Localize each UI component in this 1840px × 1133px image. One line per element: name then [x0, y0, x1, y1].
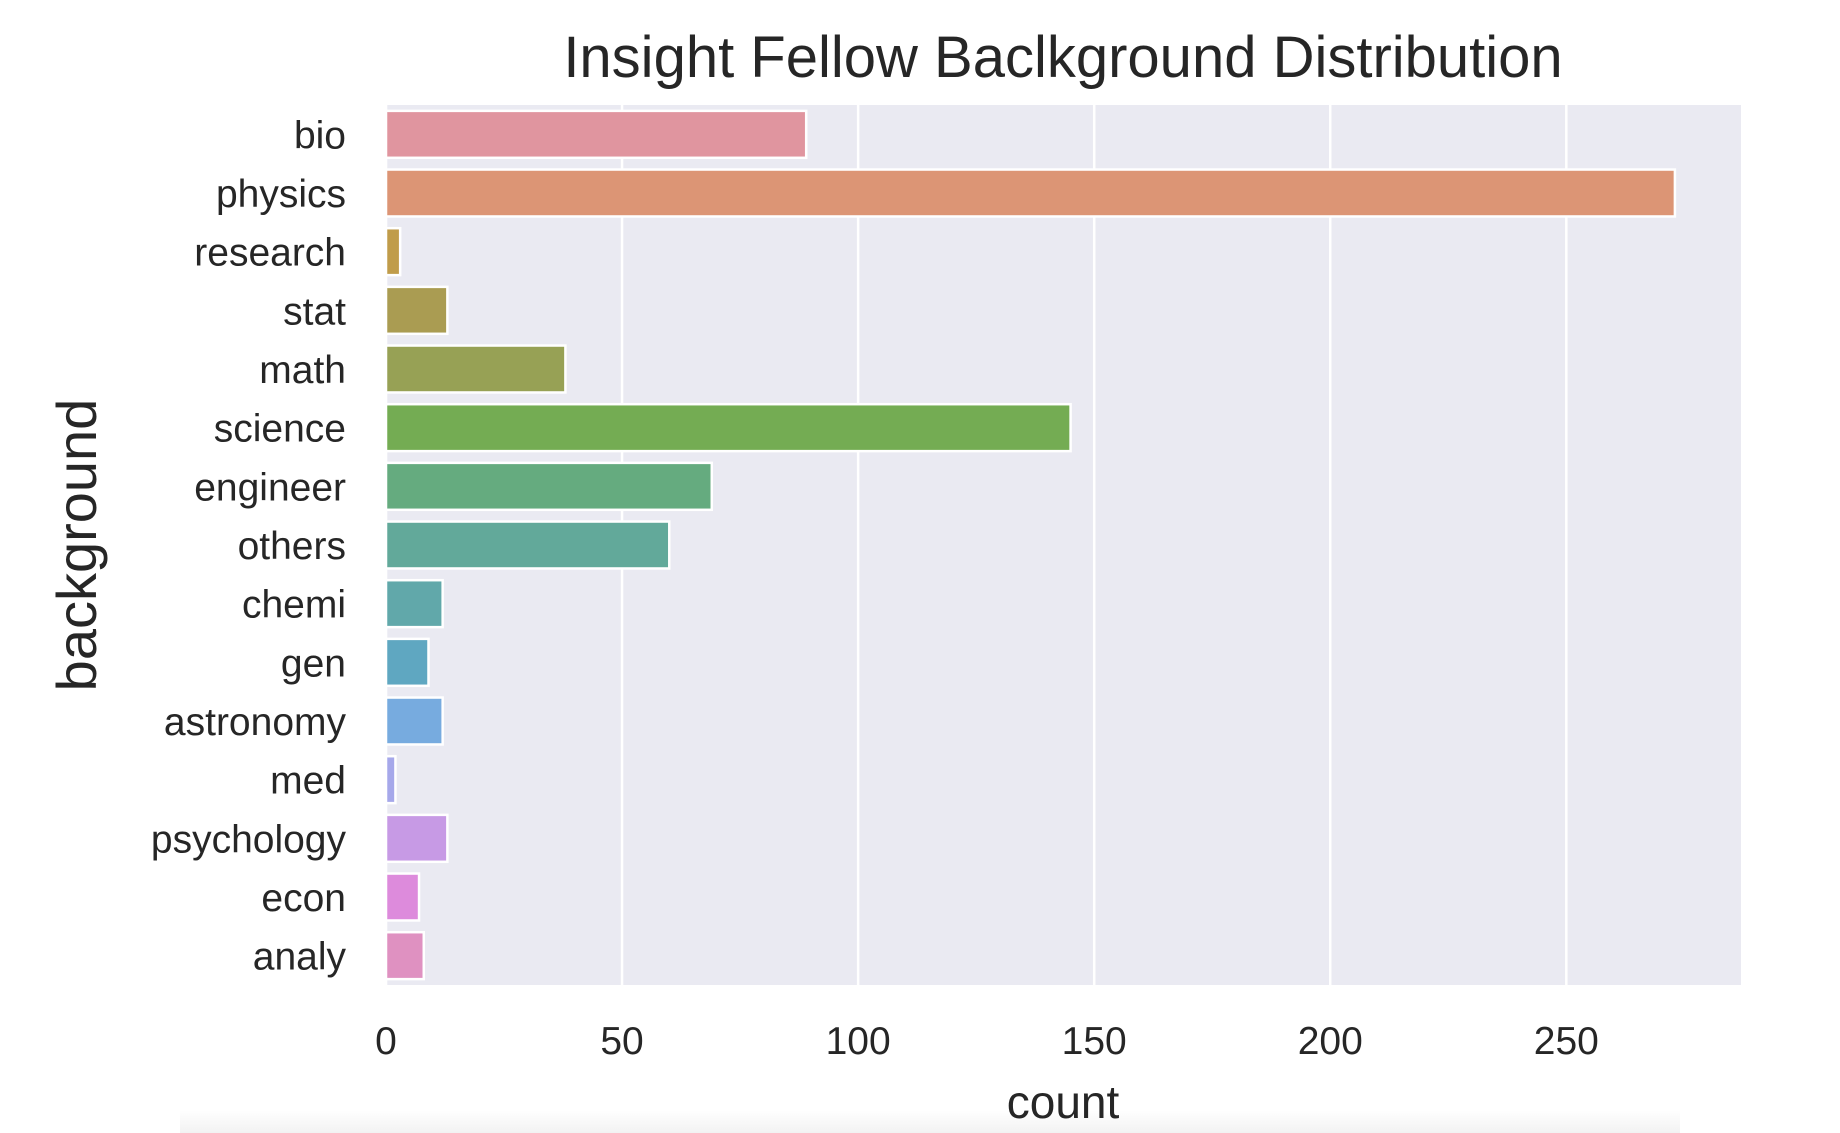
x-tick-label: 0 — [375, 1020, 397, 1063]
bar-engineer — [384, 461, 714, 512]
x-axis-label: count — [1007, 1076, 1120, 1128]
bar-analy — [384, 930, 426, 981]
bar-stat — [384, 285, 449, 336]
y-tick-label: astronomy — [164, 701, 347, 744]
y-tick-label: bio — [294, 114, 346, 157]
y-tick-label: gen — [281, 642, 346, 685]
bars — [384, 109, 1677, 981]
y-tick-labels: bio physics research stat math science enginee… — [151, 114, 347, 978]
bar-science — [384, 402, 1072, 453]
y-tick-label: math — [259, 349, 346, 392]
x-tick-label: 100 — [826, 1020, 891, 1063]
bar-chemi — [384, 578, 444, 629]
y-tick-label: psychology — [151, 818, 347, 861]
bar-research — [384, 226, 402, 277]
x-tick-labels: 0 50 100 150 200 250 — [375, 1020, 1599, 1063]
chart-title: Insight Fellow Baclkground Distribution — [563, 25, 1562, 90]
x-tick-label: 50 — [600, 1020, 643, 1063]
bar-math — [384, 344, 567, 394]
y-tick-label: science — [214, 408, 346, 451]
y-tick-label: chemi — [242, 584, 346, 627]
bar-econ — [384, 872, 421, 922]
x-tick-label: 250 — [1534, 1020, 1599, 1063]
y-tick-label: engineer — [194, 466, 346, 509]
y-axis-label: background — [45, 399, 108, 692]
y-tick-label: analy — [253, 936, 347, 979]
y-tick-label: physics — [216, 173, 346, 216]
y-tick-label: others — [238, 525, 346, 568]
bar-gen — [384, 637, 430, 688]
y-tick-label: econ — [261, 877, 346, 920]
y-tick-label: med — [270, 760, 346, 803]
bar-others — [384, 520, 671, 570]
y-tick-label: stat — [283, 290, 346, 333]
x-tick-label: 200 — [1298, 1020, 1363, 1063]
bar-psychology — [384, 813, 449, 864]
y-tick-label: research — [194, 232, 346, 275]
bar-astronomy — [384, 696, 444, 746]
x-tick-label: 150 — [1062, 1020, 1127, 1063]
bar-physics — [384, 168, 1677, 218]
bottom-shadow — [180, 1110, 1680, 1133]
bar-med — [384, 754, 397, 805]
bar-bio — [384, 109, 808, 160]
